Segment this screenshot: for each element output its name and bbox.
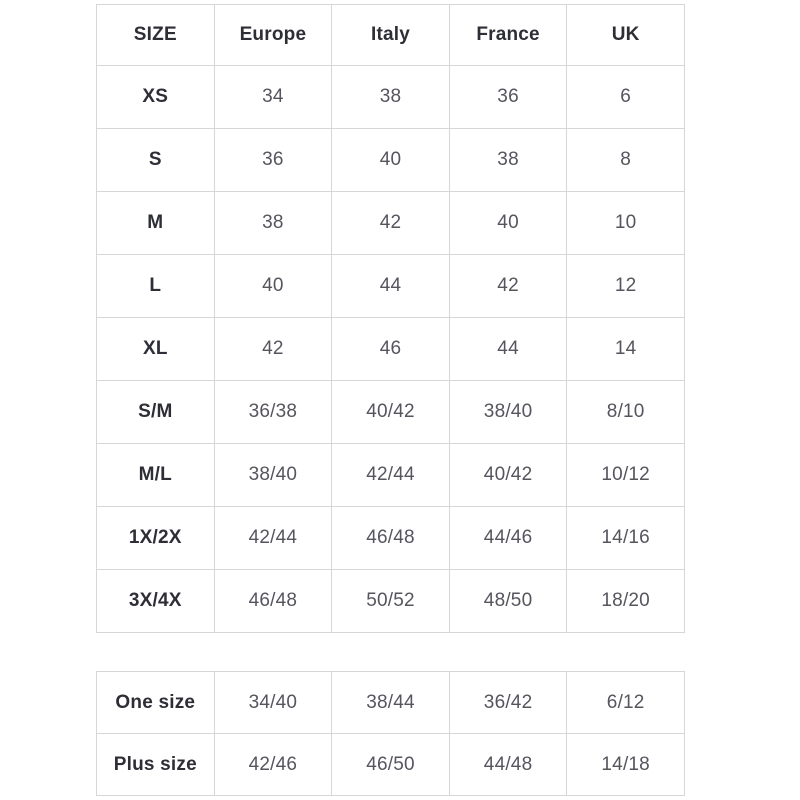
value-cell: 12 [566, 254, 685, 318]
size-label-cell: M [96, 191, 215, 255]
value-cell: 42/46 [213, 733, 333, 796]
value-cell: 38/44 [331, 671, 450, 734]
size-label-cell: 1X/2X [96, 506, 215, 570]
value-cell: 42 [213, 317, 333, 381]
value-cell: 14/16 [566, 506, 685, 570]
value-cell: 38/40 [448, 380, 568, 444]
value-cell: 14 [566, 317, 685, 381]
value-cell: 38 [213, 191, 333, 255]
value-cell: 48/50 [448, 569, 568, 633]
size-label-cell: One size [96, 671, 215, 734]
value-cell: 6 [566, 65, 685, 129]
value-cell: 8 [566, 128, 685, 192]
column-header-france: France [448, 4, 568, 66]
value-cell: 44/46 [448, 506, 568, 570]
value-cell: 38 [448, 128, 568, 192]
column-header-uk: UK [566, 4, 685, 66]
size-label-cell: 3X/4X [96, 569, 215, 633]
value-cell: 44/48 [448, 733, 568, 796]
table-row-s-m: S/M 36/38 40/42 38/40 8/10 [96, 380, 685, 444]
table-row-1x-2x: 1X/2X 42/44 46/48 44/46 14/16 [96, 506, 685, 570]
table-row-3x-4x: 3X/4X 46/48 50/52 48/50 18/20 [96, 569, 685, 633]
value-cell: 46/48 [331, 506, 450, 570]
value-cell: 14/18 [566, 733, 685, 796]
size-label-cell: L [96, 254, 215, 318]
size-label-cell: XL [96, 317, 215, 381]
value-cell: 44 [448, 317, 568, 381]
table-row-l: L 40 44 42 12 [96, 254, 685, 318]
value-cell: 38/40 [213, 443, 333, 507]
value-cell: 44 [331, 254, 450, 318]
table-row-xl: XL 42 46 44 14 [96, 317, 685, 381]
column-header-italy: Italy [331, 4, 450, 66]
value-cell: 40 [448, 191, 568, 255]
value-cell: 10 [566, 191, 685, 255]
value-cell: 46 [331, 317, 450, 381]
table-row-s: S 36 40 38 8 [96, 128, 685, 192]
value-cell: 8/10 [566, 380, 685, 444]
value-cell: 10/12 [566, 443, 685, 507]
header-row: SIZE Europe Italy France UK [96, 4, 685, 66]
size-label-cell: S [96, 128, 215, 192]
value-cell: 42/44 [213, 506, 333, 570]
value-cell: 34 [213, 65, 333, 129]
value-cell: 50/52 [331, 569, 450, 633]
value-cell: 46/50 [331, 733, 450, 796]
size-label-cell: M/L [96, 443, 215, 507]
value-cell: 42/44 [331, 443, 450, 507]
value-cell: 38 [331, 65, 450, 129]
value-cell: 42 [448, 254, 568, 318]
size-label-cell: Plus size [96, 733, 215, 796]
value-cell: 40/42 [331, 380, 450, 444]
table-row-plus-size: Plus size 42/46 46/50 44/48 14/18 [96, 733, 685, 796]
value-cell: 40/42 [448, 443, 568, 507]
value-cell: 18/20 [566, 569, 685, 633]
column-header-size: SIZE [96, 4, 215, 66]
table-row-m-l: M/L 38/40 42/44 40/42 10/12 [96, 443, 685, 507]
size-label-cell: S/M [96, 380, 215, 444]
value-cell: 40 [331, 128, 450, 192]
table-row-m: M 38 42 40 10 [96, 191, 685, 255]
column-header-europe: Europe [213, 4, 333, 66]
value-cell: 40 [213, 254, 333, 318]
value-cell: 36 [213, 128, 333, 192]
value-cell: 36/42 [448, 671, 568, 734]
value-cell: 42 [331, 191, 450, 255]
value-cell: 46/48 [213, 569, 333, 633]
size-conversion-table: SIZE Europe Italy France UK XS 34 38 36 … [96, 4, 685, 633]
table-row-one-size: One size 34/40 38/44 36/42 6/12 [96, 671, 685, 734]
value-cell: 36/38 [213, 380, 333, 444]
special-sizes-table: One size 34/40 38/44 36/42 6/12 Plus siz… [96, 671, 685, 796]
value-cell: 36 [448, 65, 568, 129]
table-row-xs: XS 34 38 36 6 [96, 65, 685, 129]
value-cell: 34/40 [213, 671, 333, 734]
size-label-cell: XS [96, 65, 215, 129]
value-cell: 6/12 [566, 671, 685, 734]
